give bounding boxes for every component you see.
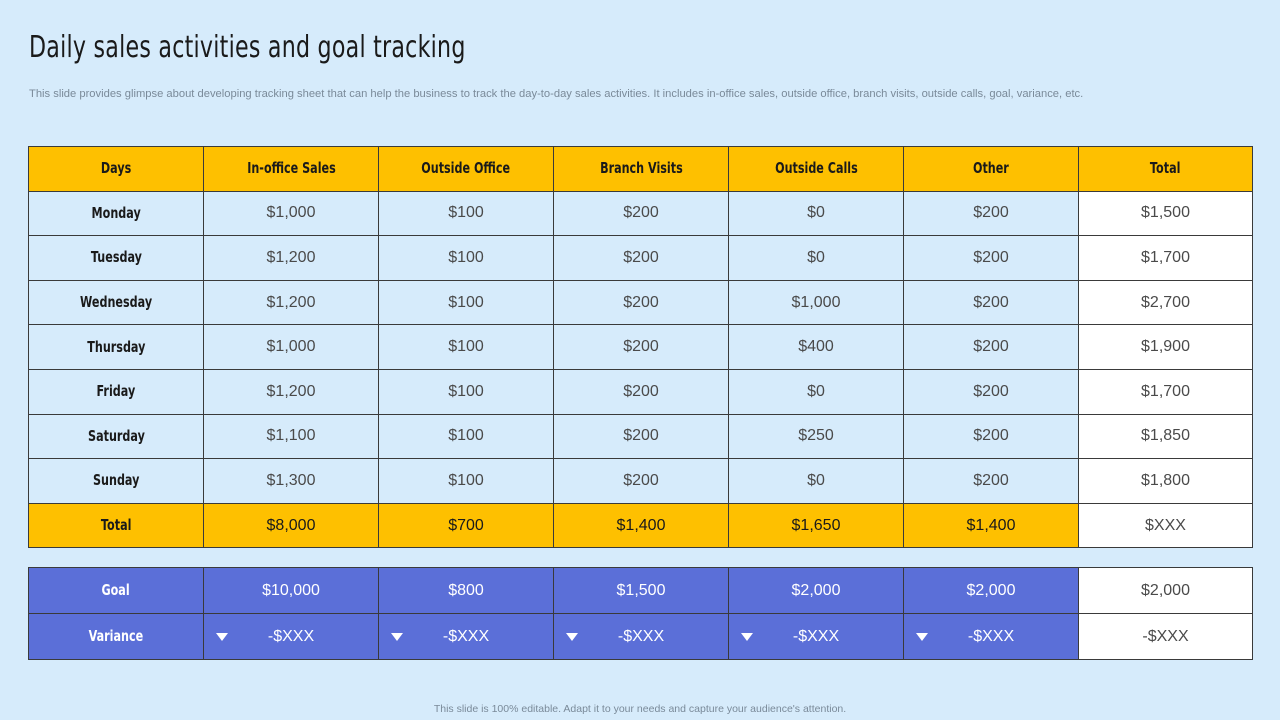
triangle-down-icon [916, 632, 928, 641]
table-cell: $1,300 [203, 458, 379, 504]
goal-total-cell: $2,000 [1078, 567, 1253, 614]
triangle-down-icon [741, 632, 753, 641]
table-row: Thursday $1,000 $100 $200 $400 $200 $1,9… [28, 324, 1253, 370]
total-cell: $1,800 [1078, 458, 1253, 504]
day-cell: Thursday [28, 324, 204, 370]
table-cell: $0 [728, 368, 904, 415]
variance-cell: -$XXX [378, 613, 554, 660]
table-cell: $200 [553, 190, 729, 237]
total-cell: $1,900 [1078, 324, 1253, 370]
table-cell: $0 [728, 458, 904, 504]
total-cell: $1,500 [1078, 190, 1253, 237]
variance-cell: -$XXX [903, 613, 1079, 660]
table-cell: $200 [903, 458, 1079, 504]
total-value-cell: $1,400 [553, 502, 729, 549]
triangle-down-icon [216, 632, 228, 641]
table-cell: $100 [378, 324, 554, 370]
goal-table: Goal $10,000 $800 $1,500 $2,000 $2,000 $… [28, 567, 1253, 660]
table-cell: $250 [728, 413, 904, 460]
variance-cell: -$XXX [728, 613, 904, 660]
total-value-cell: $1,650 [728, 502, 904, 549]
page-title: Daily sales activities and goal tracking [29, 30, 466, 65]
table-cell: $200 [553, 368, 729, 415]
page-subtitle: This slide provides glimpse about develo… [29, 88, 1084, 100]
day-cell: Sunday [28, 458, 204, 504]
goal-cell: $1,500 [553, 567, 729, 614]
day-cell: Saturday [28, 413, 204, 460]
table-cell: $1,000 [203, 190, 379, 237]
variance-cell: -$XXX [203, 613, 379, 660]
table-cell: $200 [903, 235, 1079, 281]
header-cell: Outside Office [378, 146, 554, 192]
header-cell: Branch Visits [553, 146, 729, 192]
table-row: Tuesday $1,200 $100 $200 $0 $200 $1,700 [28, 235, 1253, 281]
goal-cell: $2,000 [903, 567, 1079, 614]
goal-cell: $800 [378, 567, 554, 614]
table-row: Friday $1,200 $100 $200 $0 $200 $1,700 [28, 368, 1253, 415]
table-cell: $1,100 [203, 413, 379, 460]
variance-total-cell: -$XXX [1078, 613, 1253, 660]
header-cell: Days [28, 146, 204, 192]
total-cell: $1,700 [1078, 235, 1253, 281]
header-cell: In-office Sales [203, 146, 379, 192]
triangle-down-icon [391, 632, 403, 641]
total-label-cell: Total [28, 502, 204, 549]
table-cell: $200 [903, 190, 1079, 237]
header-cell: Total [1078, 146, 1253, 192]
total-value-cell: $1,400 [903, 502, 1079, 549]
table-cell: $200 [903, 324, 1079, 370]
table-cell: $100 [378, 413, 554, 460]
day-cell: Tuesday [28, 235, 204, 281]
table-row: Saturday $1,100 $100 $200 $250 $200 $1,8… [28, 413, 1253, 460]
table-cell: $100 [378, 279, 554, 326]
day-cell: Friday [28, 368, 204, 415]
table-cell: $1,200 [203, 279, 379, 326]
table-cell: $200 [553, 413, 729, 460]
total-cell: $1,850 [1078, 413, 1253, 460]
goal-cell: $10,000 [203, 567, 379, 614]
grand-total-cell: $XXX [1078, 502, 1253, 549]
goal-row: Goal $10,000 $800 $1,500 $2,000 $2,000 $… [28, 567, 1253, 614]
footer-note: This slide is 100% editable. Adapt it to… [433, 703, 847, 715]
header-cell: Outside Calls [728, 146, 904, 192]
day-cell: Monday [28, 190, 204, 237]
triangle-down-icon [566, 632, 578, 641]
table-cell: $0 [728, 235, 904, 281]
table-cell: $400 [728, 324, 904, 370]
table-cell: $200 [553, 458, 729, 504]
table-cell: $100 [378, 458, 554, 504]
goal-cell: $2,000 [728, 567, 904, 614]
day-cell: Wednesday [28, 279, 204, 326]
table-cell: $100 [378, 190, 554, 237]
total-row: Total $8,000 $700 $1,400 $1,650 $1,400 $… [28, 502, 1253, 549]
variance-row: Variance -$XXX -$XXX -$XXX -$XXX -$XXX -… [28, 613, 1253, 660]
total-cell: $2,700 [1078, 279, 1253, 326]
table-cell: $1,000 [203, 324, 379, 370]
header-cell: Other [903, 146, 1079, 192]
variance-label-cell: Variance [28, 613, 204, 660]
table-cell: $200 [903, 279, 1079, 326]
table-cell: $200 [903, 368, 1079, 415]
goal-label-cell: Goal [28, 567, 204, 614]
table-cell: $200 [553, 279, 729, 326]
table-cell: $200 [553, 324, 729, 370]
total-value-cell: $700 [378, 502, 554, 549]
table-cell: $1,000 [728, 279, 904, 326]
variance-cell: -$XXX [553, 613, 729, 660]
table-cell: $100 [378, 368, 554, 415]
total-cell: $1,700 [1078, 368, 1253, 415]
table-cell: $200 [903, 413, 1079, 460]
sales-table: Days In-office Sales Outside Office Bran… [28, 146, 1253, 549]
total-value-cell: $8,000 [203, 502, 379, 549]
table-row: Sunday $1,300 $100 $200 $0 $200 $1,800 [28, 458, 1253, 504]
table-cell: $200 [553, 235, 729, 281]
table-row: Wednesday $1,200 $100 $200 $1,000 $200 $… [28, 279, 1253, 326]
table-cell: $100 [378, 235, 554, 281]
table-cell: $0 [728, 190, 904, 237]
table-row: Monday $1,000 $100 $200 $0 $200 $1,500 [28, 190, 1253, 237]
table-cell: $1,200 [203, 368, 379, 415]
table-cell: $1,200 [203, 235, 379, 281]
table-header-row: Days In-office Sales Outside Office Bran… [28, 146, 1253, 192]
